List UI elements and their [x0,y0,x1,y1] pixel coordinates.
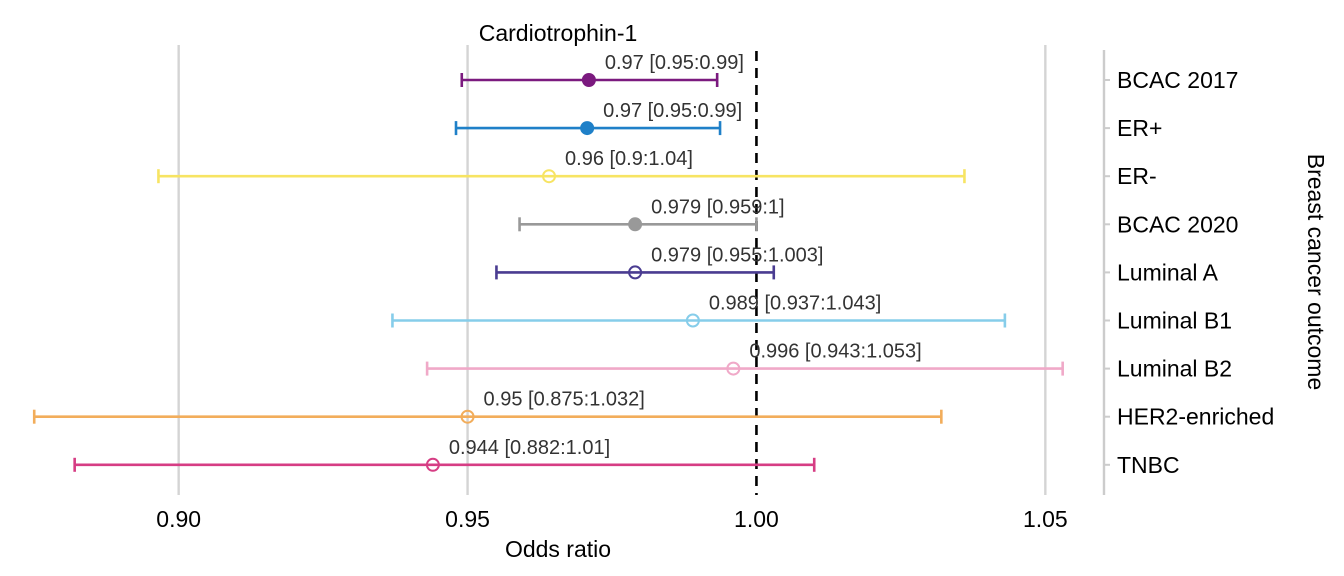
row-label: Luminal B1 [1117,308,1232,334]
estimate-label: 0.96 [0.9:1.04] [565,148,693,170]
y-axis-title: Breast cancer outcome [1303,154,1329,391]
data-labels: 0.97 [0.95:0.99] 0.97 [0.95:0.99] 0.96 [0.… [449,52,922,459]
estimate-label: 0.989 [0.937:1.043] [709,293,881,315]
row-label: ER+ [1117,115,1162,141]
estimate-label: 0.97 [0.95:0.99] [605,52,744,74]
x-tick-label: 1.00 [734,506,779,532]
row-label: ER- [1117,163,1157,189]
x-tick-label: 0.90 [156,506,201,532]
row-label: BCAC 2017 [1117,67,1238,93]
point-estimate [460,409,475,424]
estimate-label: 0.979 [0.955:1.003] [651,244,823,266]
y-axis-row-labels: BCAC 2017 ER+ ER- BCAC 2020 Luminal A Luminal… [1104,67,1274,478]
x-axis-title: Odds ratio [505,536,611,562]
x-axis-ticks: 0.90 0.95 1.00 1.05 [156,506,1067,532]
x-tick-label: 1.05 [1023,506,1068,532]
point-estimate [425,457,440,472]
row-label: TNBC [1117,452,1180,478]
row-label: Luminal B2 [1117,356,1232,382]
estimate-label: 0.97 [0.95:0.99] [603,100,742,122]
row-label: HER2-enriched [1117,404,1274,430]
gridlines [177,45,1047,495]
point-estimate [726,361,741,376]
point-estimate [542,169,557,184]
row-label: Luminal A [1117,259,1219,285]
point-estimate [580,121,595,136]
point-estimate [685,313,700,328]
chart-marks [32,73,1064,472]
row-label: BCAC 2020 [1117,211,1238,237]
point-estimate [581,73,596,87]
x-tick-label: 0.95 [445,506,490,532]
chart-title: Cardiotrophin-1 [479,20,638,46]
estimate-label: 0.944 [0.882:1.01] [449,437,610,459]
point-estimate [628,265,643,280]
estimate-label: 0.95 [0.875:1.032] [484,389,645,411]
estimate-label: 0.979 [0.959:1] [651,196,784,218]
point-estimate [628,217,643,232]
estimate-label: 0.996 [0.943:1.053] [749,341,921,363]
